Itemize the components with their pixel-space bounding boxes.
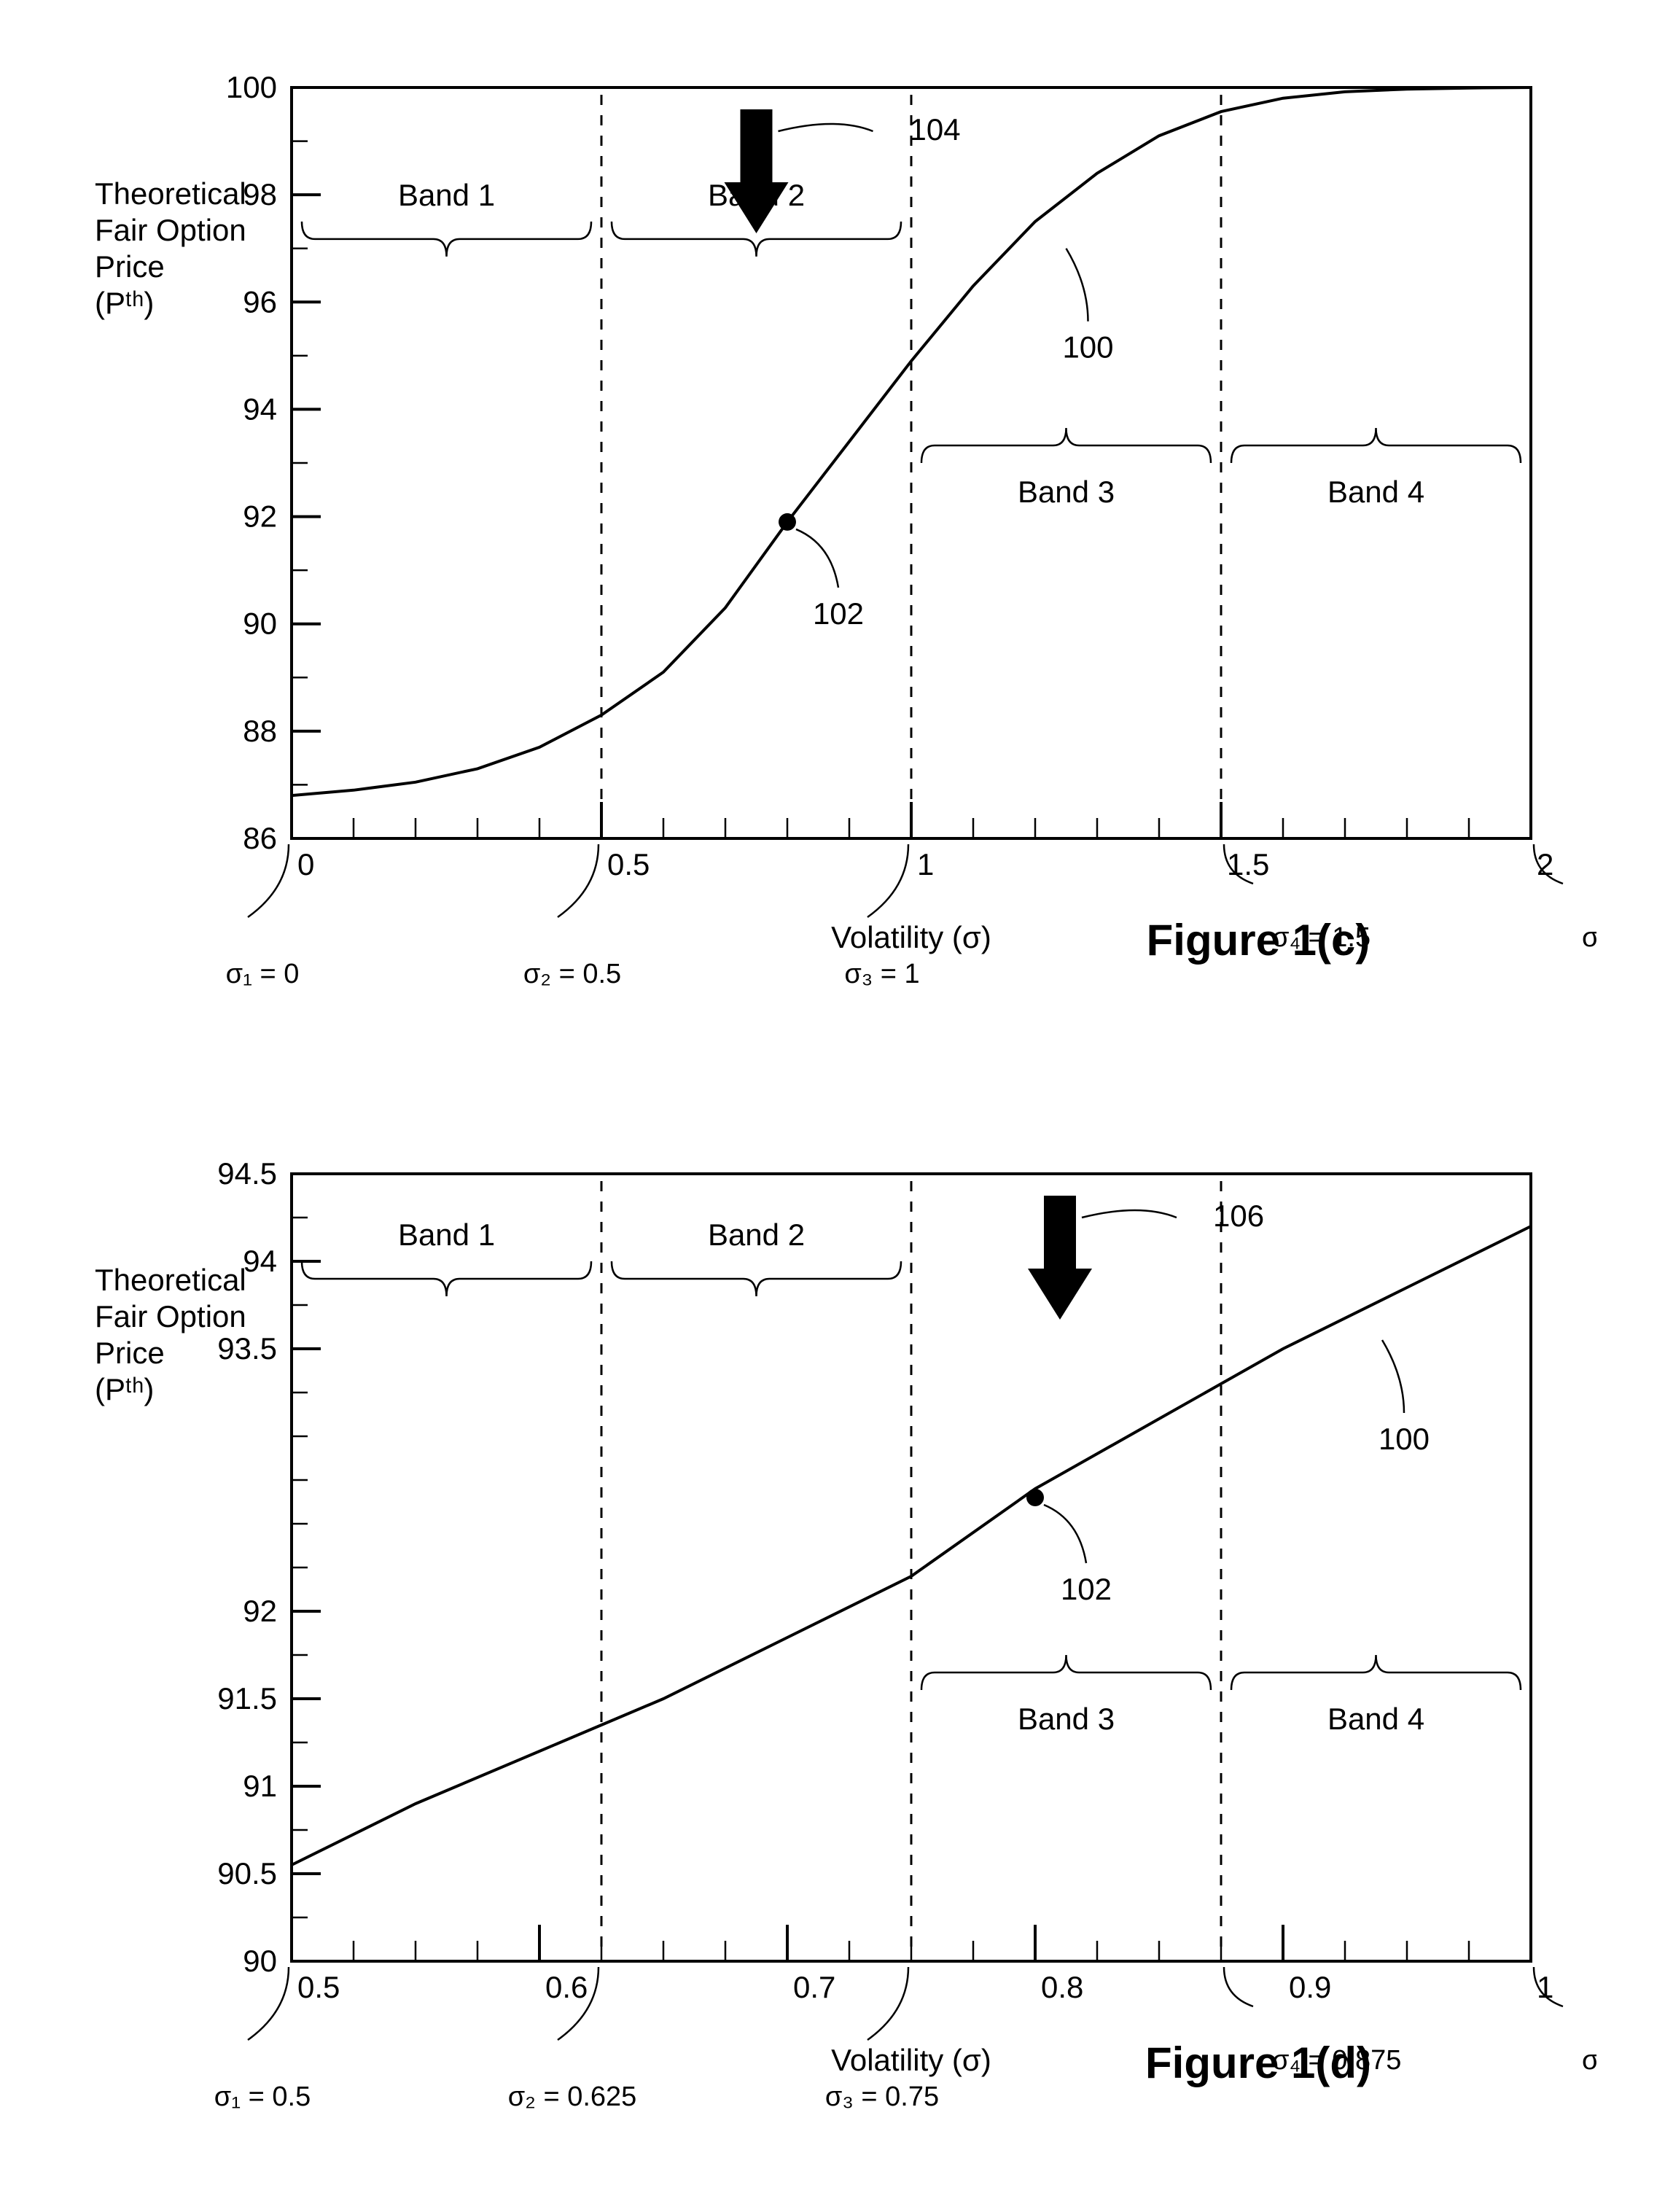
sigma-label: σ₁ = 0 xyxy=(226,959,300,989)
x-tick-label: 1 xyxy=(917,847,934,881)
x-tick-label: 0.7 xyxy=(793,1970,835,2004)
y-axis-label: Theoretical xyxy=(95,1263,246,1297)
y-tick-label: 90.5 xyxy=(217,1856,277,1890)
band-label: Band 4 xyxy=(1327,475,1424,509)
callout-leader xyxy=(779,124,873,131)
figure-1c-svg: 8688909294969810000.511.52Band 1Band 2Ba… xyxy=(66,58,1596,1043)
y-tick-label: 91 xyxy=(243,1769,277,1803)
figure-1d-svg: 90 90.5 91 91.5 92 93.5 94 94.5 0.5 0.6 0.7 0.8 0.9 1… xyxy=(66,1145,1596,2165)
x-tick-label: 0.8 xyxy=(1041,1970,1083,2004)
y-tick-label: 92 xyxy=(243,1594,277,1628)
sigma-label: σ₃ = 0.75 xyxy=(825,2081,939,2112)
x-tick-label: 0.6 xyxy=(545,1970,588,2004)
band-brace xyxy=(921,1655,1211,1690)
x-axis-label: Volatility (σ) xyxy=(831,920,991,954)
band-brace xyxy=(921,428,1211,463)
x-tick-label: 1.5 xyxy=(1227,847,1269,881)
current-point-dot xyxy=(1026,1489,1044,1506)
sigma-leader xyxy=(558,844,598,917)
y-tick-label: 91.5 xyxy=(217,1681,277,1716)
dot-callout-label: 102 xyxy=(813,596,864,631)
dot-callout-label: 102 xyxy=(1061,1572,1112,1606)
y-tick-label: 90 xyxy=(243,607,277,641)
y-axis-label: (Pᵗʰ) xyxy=(95,1372,154,1406)
arrow-callout-label: 106 xyxy=(1213,1199,1264,1233)
y-tick-label: 88 xyxy=(243,714,277,748)
x-tick-label: 0.5 xyxy=(297,1970,340,2004)
callout-leader xyxy=(1082,1210,1177,1218)
x-axis-label: Volatility (σ) xyxy=(831,2043,991,2077)
y-tick-label: 94.5 xyxy=(217,1156,277,1191)
down-arrow-icon xyxy=(725,109,789,233)
band-label: Band 2 xyxy=(708,1218,805,1252)
y-tick-label: 94 xyxy=(243,1244,277,1278)
sigma-label: σ₄ = 0.875 xyxy=(1272,2045,1401,2076)
y-tick-label: 90 xyxy=(243,1944,277,1978)
sigma-leader xyxy=(867,1967,908,2040)
band-label: Band 1 xyxy=(398,1218,495,1252)
y-axis-label: Fair Option xyxy=(95,213,246,247)
sigma-leader xyxy=(1224,1967,1253,2006)
y-tick-label: 98 xyxy=(243,177,277,211)
x-tick-label: 0.5 xyxy=(607,847,650,881)
x-tick-label: 0 xyxy=(297,847,314,881)
callout-leader xyxy=(1382,1340,1404,1413)
callout-leader xyxy=(796,529,838,588)
y-tick-label: 94 xyxy=(243,392,277,426)
sigma-label: σ₃ = 1 xyxy=(844,959,919,989)
sigma-label: σ₁ = 0.5 xyxy=(214,2081,311,2112)
figure-1d: 90 90.5 91 91.5 92 93.5 94 94.5 0.5 0.6 0.7 0.8 0.9 1… xyxy=(66,1145,1596,2165)
y-axis-label: Price xyxy=(95,249,165,284)
y-axis-label: Theoretical xyxy=(95,176,246,211)
price-curve xyxy=(292,1226,1531,1865)
band-label: Band 1 xyxy=(398,178,495,212)
y-tick-label: 86 xyxy=(243,821,277,855)
down-arrow-icon xyxy=(1028,1196,1092,1320)
current-point-dot xyxy=(779,513,796,531)
y-tick-label: 100 xyxy=(226,70,277,104)
sigma-leader xyxy=(867,844,908,917)
y-axis-label: Price xyxy=(95,1336,165,1370)
band-brace xyxy=(1231,1655,1521,1690)
y-tick-label: 92 xyxy=(243,499,277,534)
figure-1c: 8688909294969810000.511.52Band 1Band 2Ba… xyxy=(66,58,1596,1043)
y-axis-label: Fair Option xyxy=(95,1299,246,1333)
sigma-label: σ₂ = 0.5 xyxy=(523,959,621,989)
sigma-label: σ₂ = 0.625 xyxy=(508,2081,637,2112)
band-label: Band 3 xyxy=(1018,1702,1115,1736)
sigma-label: σ₅ = 2 xyxy=(1582,922,1596,953)
y-tick-label: 96 xyxy=(243,284,277,319)
y-axis-label: (Pᵗʰ) xyxy=(95,286,154,320)
band-label: Band 4 xyxy=(1327,1702,1424,1736)
sigma-label: σ₄ = 1.5 xyxy=(1272,922,1370,953)
arrow-callout-label: 104 xyxy=(910,112,961,147)
curve-callout-label: 100 xyxy=(1379,1422,1430,1456)
band-label: Band 3 xyxy=(1018,475,1115,509)
band-brace xyxy=(302,1261,591,1296)
band-brace xyxy=(302,222,591,257)
x-tick-label: 0.9 xyxy=(1289,1970,1331,2004)
callout-leader xyxy=(1067,249,1088,322)
band-brace xyxy=(612,1261,901,1296)
y-tick-label: 93.5 xyxy=(217,1331,277,1366)
band-brace xyxy=(1231,428,1521,463)
curve-callout-label: 100 xyxy=(1062,330,1113,365)
sigma-leader xyxy=(248,844,289,917)
sigma-label: σ₅ = 1 xyxy=(1582,2045,1596,2076)
sigma-leader xyxy=(248,1967,289,2040)
callout-leader xyxy=(1044,1505,1086,1563)
